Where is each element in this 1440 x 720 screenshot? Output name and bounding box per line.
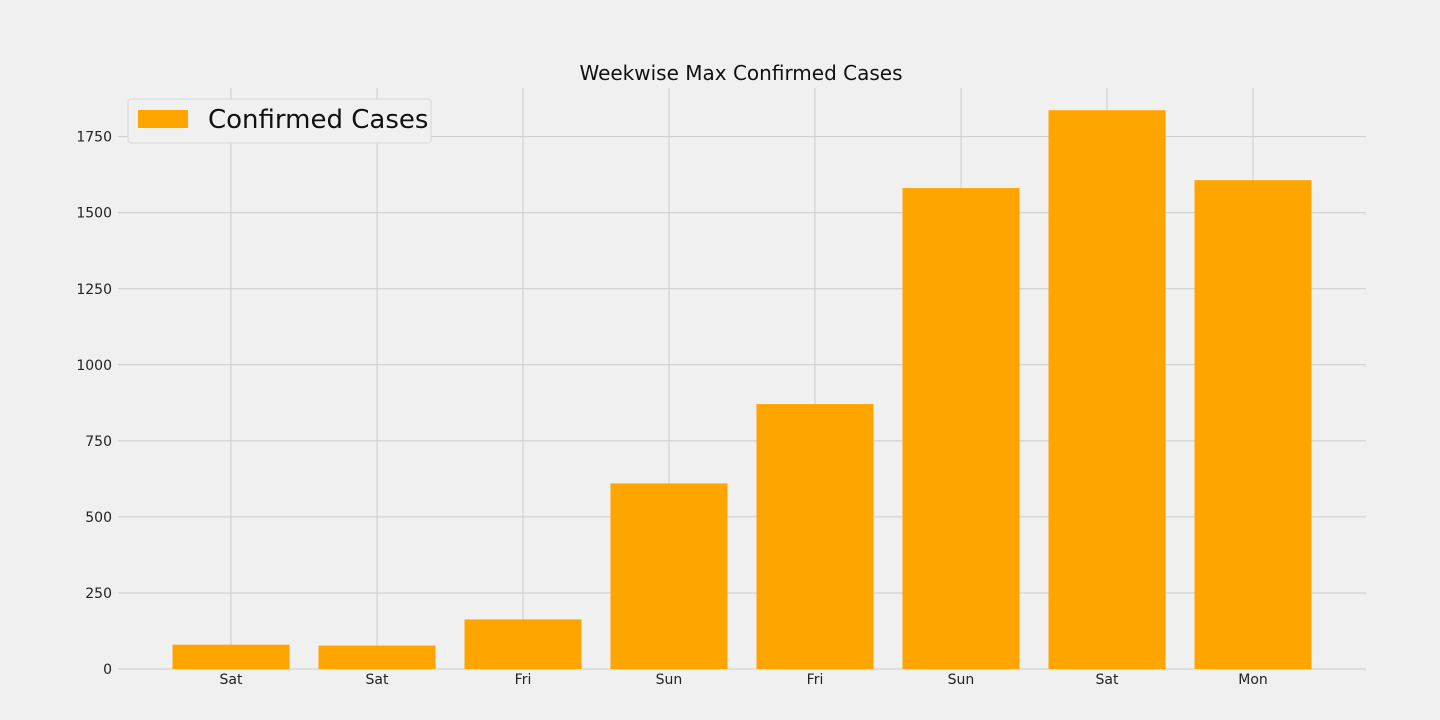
chart-title: Weekwise Max Confirmed Cases — [579, 61, 902, 85]
y-axis-tick-labels: 0 250 500 750 1000 1250 1500 1750 — [76, 130, 112, 678]
x-tick-label: Sun — [948, 672, 975, 688]
y-gridlines — [118, 136, 1366, 670]
y-tick-label: 250 — [85, 586, 112, 602]
bar-4 — [610, 483, 728, 669]
legend-label-confirmed-cases: Confirmed Cases — [208, 105, 428, 135]
bar-7 — [1048, 110, 1166, 670]
x-tick-label: Fri — [807, 672, 824, 688]
y-tick-label: 500 — [85, 510, 112, 526]
x-tick-label: Sat — [1096, 672, 1119, 688]
bar-2 — [318, 645, 436, 669]
legend: Confirmed Cases — [127, 98, 432, 144]
bar-5 — [756, 404, 874, 669]
y-tick-label: 750 — [85, 434, 112, 450]
y-tick-label: 0 — [103, 662, 112, 678]
x-tick-label: Mon — [1238, 672, 1268, 688]
bar-1 — [172, 644, 290, 669]
x-tick-label: Sat — [366, 672, 389, 688]
bar-3 — [464, 619, 582, 669]
bar-8 — [1194, 180, 1312, 669]
x-tick-label: Sat — [220, 672, 243, 688]
legend-swatch — [138, 110, 188, 128]
legend-box — [127, 98, 432, 144]
bar-6 — [902, 188, 1020, 669]
y-tick-label: 1750 — [76, 130, 112, 146]
y-tick-label: 1500 — [76, 206, 112, 222]
x-tick-label: Fri — [515, 672, 532, 688]
x-tick-label: Sun — [656, 672, 683, 688]
y-tick-label: 1000 — [76, 358, 112, 374]
x-axis-tick-labels: Sat Sat Fri Sun Fri Sun Sat Mon — [220, 672, 1268, 688]
y-tick-label: 1250 — [76, 282, 112, 298]
bar-series — [172, 110, 1312, 670]
